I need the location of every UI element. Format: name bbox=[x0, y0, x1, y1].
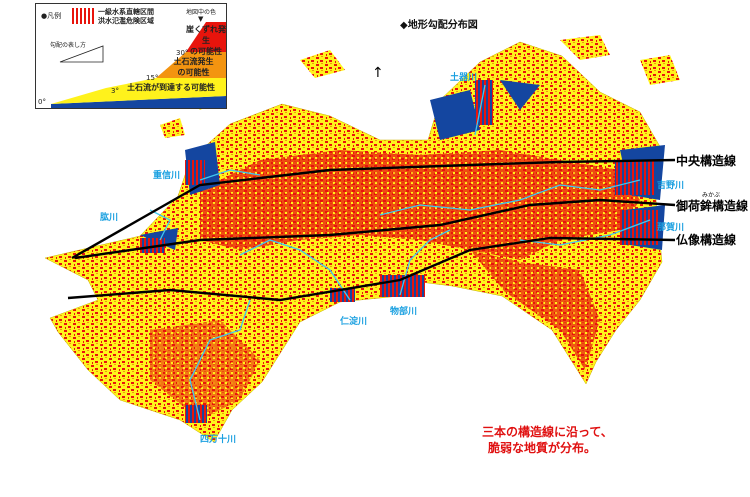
legend-map-color-label: 地図中の色 bbox=[186, 9, 217, 16]
butsuzo-fault-line bbox=[67, 236, 676, 302]
note-line-1: 三本の構造線に沿って、 bbox=[482, 425, 613, 439]
legend: ●凡例 一級水系直轄区間 洪水氾濫危険区域 地図中の色 ▼ 勾配の表し方 崖くず… bbox=[35, 3, 227, 109]
arrow-down-icon: ▼ bbox=[198, 15, 204, 23]
fault-label-chuo: 中央構造線 bbox=[676, 154, 737, 168]
slope-angle-diagram bbox=[59, 45, 104, 63]
fault-label-butsuzo: 仏像構造線 bbox=[676, 233, 737, 247]
river-label-shimanto: 四万十川 bbox=[200, 435, 237, 445]
river-label-monobe: 物部川 bbox=[390, 307, 418, 317]
legend-band-medium: 土石流発生 の可能性 bbox=[173, 57, 214, 77]
angle-30: 30° bbox=[176, 49, 189, 57]
legend-slope-howto: 勾配の表し方 bbox=[50, 42, 87, 49]
legend-marker: ●凡例 bbox=[41, 12, 62, 20]
river-lines bbox=[149, 84, 651, 421]
slope-profile bbox=[51, 22, 226, 108]
mikabu-fault-line bbox=[74, 198, 676, 260]
angle-0: 0° bbox=[38, 98, 46, 106]
note-line-2: 脆弱な地質が分布。 bbox=[488, 441, 597, 455]
legend-band-gentle: 土石流が到達する可能性 bbox=[127, 83, 215, 92]
legend-stripe-label-1: 一級水系直轄区間 bbox=[98, 8, 154, 16]
fault-lines bbox=[67, 158, 676, 302]
legend-stripe-label-2: 洪水氾濫危険区域 bbox=[98, 17, 154, 25]
river-label-shigenobu: 重信川 bbox=[153, 171, 181, 181]
flood-stripe-swatch bbox=[72, 8, 94, 24]
islands bbox=[160, 35, 680, 138]
map-title: ◆地形勾配分布図 bbox=[400, 20, 478, 31]
north-arrow-icon: ↑ bbox=[372, 65, 384, 81]
river-label-niyodo: 仁淀川 bbox=[340, 317, 368, 327]
annotation-note: 三本の構造線に沿って、 脆弱な地質が分布。 bbox=[482, 424, 613, 456]
fault-label-mikabu: 御荷鉾構造線 bbox=[676, 199, 749, 213]
river-label-hiji: 肱川 bbox=[100, 213, 119, 223]
angle-15: 15° bbox=[146, 74, 159, 82]
river-label-naka: 那賀川 bbox=[657, 223, 685, 233]
angle-3: 3° bbox=[111, 87, 119, 95]
river-label-yoshino: 吉野川 bbox=[657, 181, 685, 191]
fault-furigana-mikabu: みかぶ bbox=[702, 192, 721, 199]
chuo-fault-line bbox=[71, 158, 676, 260]
river-label-doki: 土器川 bbox=[450, 73, 478, 83]
legend-band-steep: 崖くずれ発生 の可能性 bbox=[186, 25, 226, 56]
